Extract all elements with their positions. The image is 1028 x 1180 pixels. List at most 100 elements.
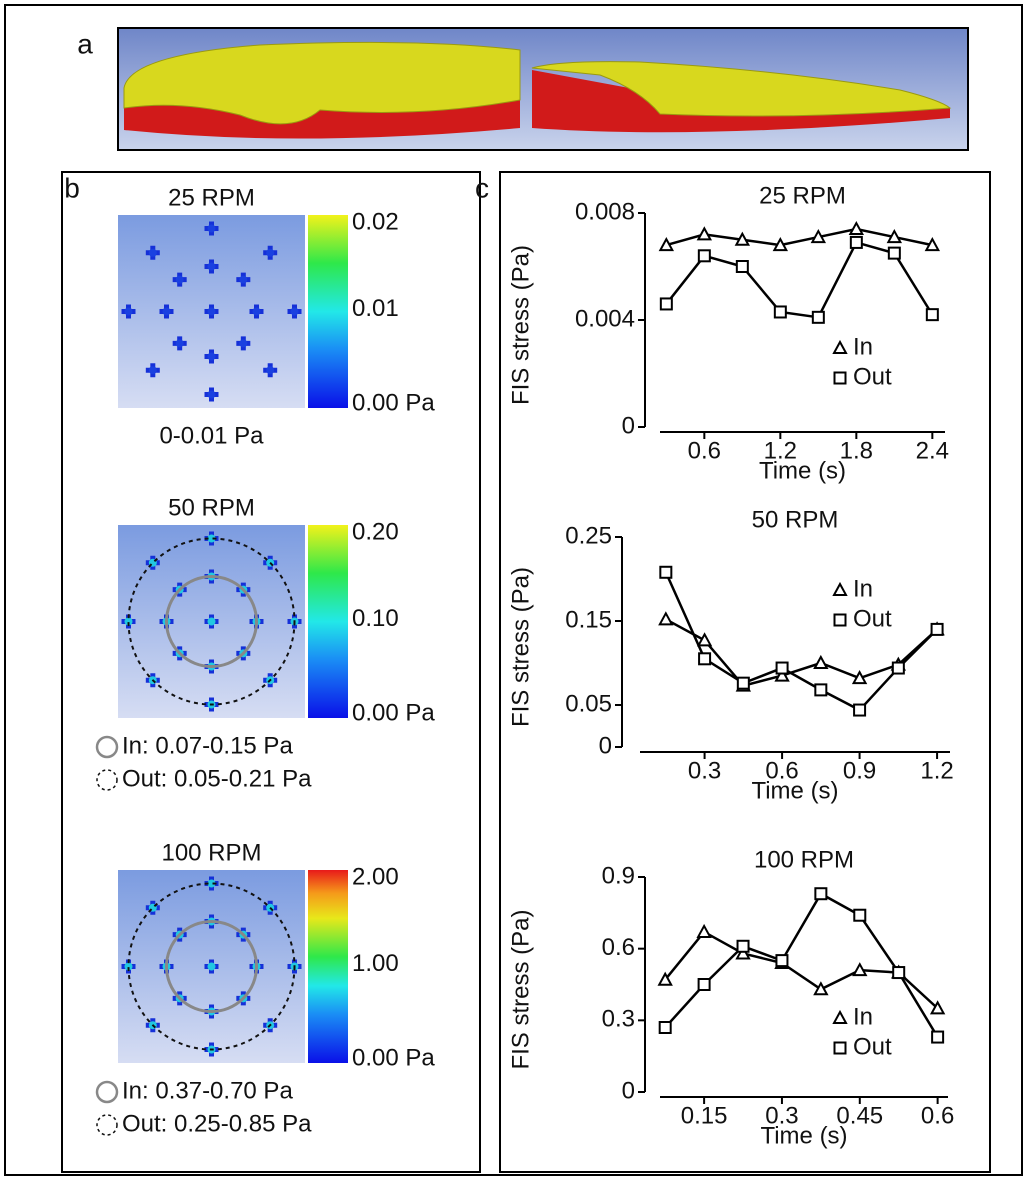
marker: [775, 954, 789, 968]
legend-label: In: [853, 333, 873, 360]
legend-ring: [95, 1080, 119, 1104]
legend-label: Out: [853, 1033, 892, 1060]
map-title: 100 RPM: [161, 839, 261, 866]
x-tick-label: 1.8: [840, 437, 873, 464]
colorbar-label: 0.00 Pa: [352, 1044, 435, 1071]
legend-marker: [832, 339, 848, 354]
legend-marker: [833, 613, 847, 627]
colorbar-label: 0.02: [352, 208, 399, 235]
section-top: [531, 61, 952, 117]
colorbar-label: 0.00 Pa: [352, 389, 435, 416]
marker: [852, 962, 868, 977]
colorbar-label: 0.00 Pa: [352, 699, 435, 726]
y-tick-label: 0.3: [602, 1006, 635, 1033]
colorbar-label: 2.00: [352, 863, 399, 890]
marker: [735, 945, 751, 960]
marker: [810, 228, 827, 244]
legend-marker: [832, 1009, 848, 1024]
marker: [931, 1030, 945, 1044]
colorbar-label: 0.10: [352, 605, 399, 632]
series-line: [665, 227, 933, 247]
x-tick-label: 2.4: [916, 437, 949, 464]
marker: [657, 971, 673, 986]
legend-ring: [96, 1114, 118, 1136]
marker: [929, 1000, 946, 1015]
y-tick-label: 0.008: [575, 198, 635, 225]
legend-label: Out: [853, 605, 892, 632]
marker: [697, 249, 711, 263]
y-tick-label: 0.05: [565, 690, 612, 717]
x-tick-label: 0.6: [921, 1102, 954, 1129]
x-axis-label: Time (s): [760, 1122, 847, 1149]
y-tick-label: 0.25: [565, 522, 612, 549]
x-tick-label: 0.3: [765, 1102, 798, 1129]
disk-top: [123, 41, 521, 125]
marker: [813, 981, 829, 996]
y-tick-label: 0.6: [602, 934, 635, 961]
panel-label: c: [475, 172, 489, 203]
x-tick-label: 0.3: [688, 757, 721, 784]
x-axis-label: Time (s): [759, 457, 846, 484]
marker: [891, 661, 905, 675]
post-core: [252, 307, 261, 316]
range-note: 0-0.01 Pa: [159, 422, 264, 449]
inner-ring: [165, 920, 258, 1013]
marker: [659, 565, 673, 579]
marker: [659, 297, 673, 311]
marker: [698, 652, 712, 666]
legend-label: In: [853, 575, 873, 602]
colorbar-label: 0.20: [352, 518, 399, 545]
post-core: [175, 275, 184, 284]
marker: [813, 654, 829, 669]
outer-border: [4, 4, 1023, 1176]
marker: [697, 978, 711, 991]
colorbar-label: 1.00: [352, 950, 399, 977]
x-axis-label: Time (s): [751, 777, 838, 804]
marker: [924, 237, 941, 252]
post-core: [207, 307, 216, 316]
marker: [658, 1021, 672, 1034]
marker: [853, 908, 867, 922]
range-note: Out: 0.25-0.85 Pa: [122, 1110, 312, 1137]
post-core: [266, 248, 275, 257]
marker: [892, 966, 906, 980]
legend-ring: [96, 769, 118, 791]
panel-c-frame: [499, 171, 991, 1173]
chart-title: 100 RPM: [754, 846, 854, 873]
y-tick-label: 0: [599, 732, 612, 759]
post-core: [207, 879, 216, 888]
outer-ring: [127, 882, 296, 1051]
legend-label: Out: [853, 363, 892, 390]
x-tick-label: 1.2: [764, 437, 797, 464]
legend-ring: [95, 735, 119, 759]
post-core: [207, 390, 216, 399]
y-tick-label: 0: [622, 1077, 635, 1104]
post-core: [124, 307, 133, 316]
x-tick-label: 0.6: [765, 757, 798, 784]
legend-label: In: [853, 1003, 873, 1030]
y-axis-label: FIS stress (Pa): [507, 245, 534, 405]
post-core: [124, 962, 133, 971]
x-tick-label: 1.2: [920, 757, 953, 784]
marker: [736, 676, 750, 690]
post-core: [207, 352, 216, 361]
marker: [886, 228, 903, 244]
inner-ring: [165, 575, 258, 668]
map-title: 25 RPM: [168, 184, 255, 211]
post-core: [148, 248, 157, 257]
post-core: [239, 339, 248, 348]
range-note: Out: 0.05-0.21 Pa: [122, 765, 312, 792]
colorbar: [308, 215, 348, 408]
x-tick-label: 0.45: [836, 1102, 883, 1129]
range-note: In: 0.37-0.70 Pa: [122, 1077, 293, 1104]
y-tick-label: 0.15: [565, 606, 612, 633]
colorbar: [308, 525, 348, 718]
post-core: [239, 275, 248, 284]
marker: [925, 308, 939, 322]
post-core: [148, 366, 157, 375]
post-core: [207, 534, 216, 543]
legend-marker: [833, 371, 847, 385]
marker: [658, 237, 675, 252]
marker: [772, 237, 789, 252]
